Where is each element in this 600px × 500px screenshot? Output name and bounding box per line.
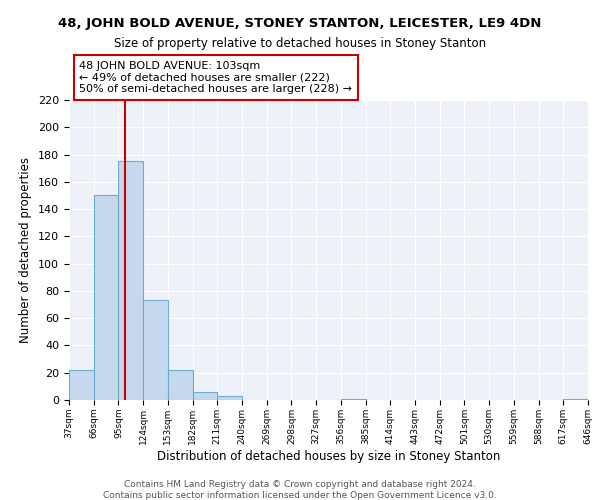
Bar [118, 162, 143, 400]
Text: 48 JOHN BOLD AVENUE: 103sqm
← 49% of detached houses are smaller (222)
50% of se: 48 JOHN BOLD AVENUE: 103sqm ← 49% of det… [79, 61, 352, 94]
Bar [69, 370, 94, 400]
Text: Contains public sector information licensed under the Open Government Licence v3: Contains public sector information licen… [103, 491, 497, 500]
Text: Size of property relative to detached houses in Stoney Stanton: Size of property relative to detached ho… [114, 38, 486, 51]
Bar [94, 196, 118, 400]
Bar [143, 300, 168, 400]
Y-axis label: Number of detached properties: Number of detached properties [19, 157, 32, 343]
Text: 48, JOHN BOLD AVENUE, STONEY STANTON, LEICESTER, LE9 4DN: 48, JOHN BOLD AVENUE, STONEY STANTON, LE… [58, 18, 542, 30]
Bar [217, 396, 242, 400]
Bar [193, 392, 217, 400]
Text: Contains HM Land Registry data © Crown copyright and database right 2024.: Contains HM Land Registry data © Crown c… [124, 480, 476, 489]
X-axis label: Distribution of detached houses by size in Stoney Stanton: Distribution of detached houses by size … [157, 450, 500, 462]
Bar [341, 398, 365, 400]
Bar [168, 370, 193, 400]
Bar [563, 398, 588, 400]
